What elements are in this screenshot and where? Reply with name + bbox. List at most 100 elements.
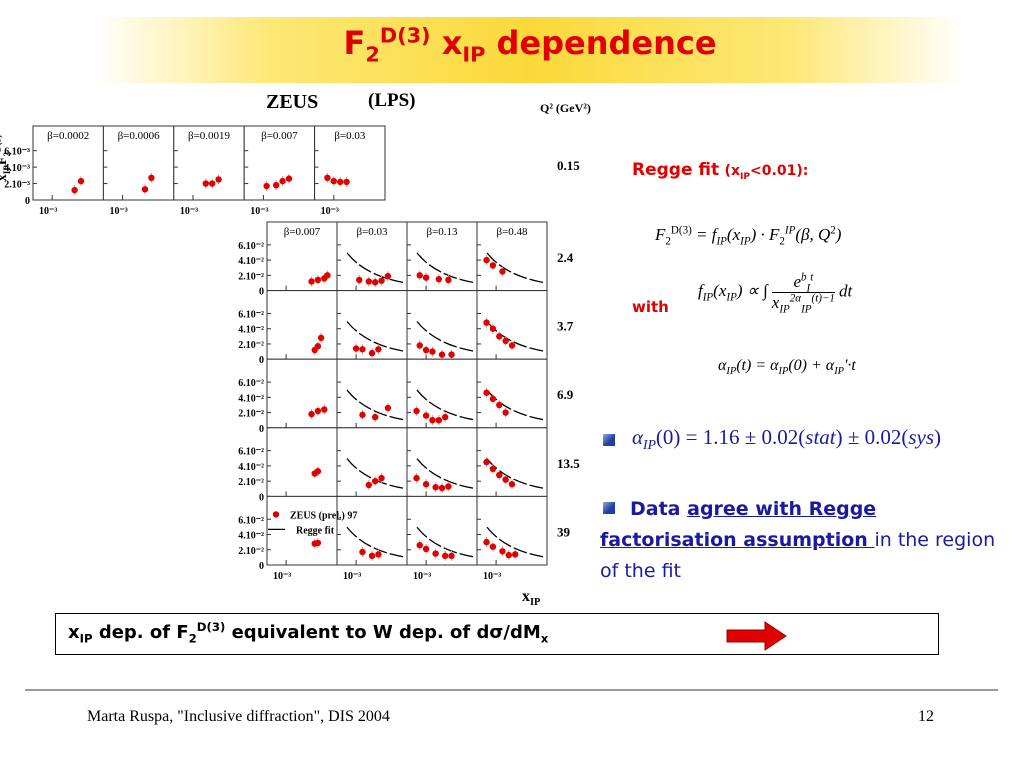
formula-part: 2	[365, 42, 380, 67]
fit-curve	[416, 252, 474, 284]
beta-label: β=0.007	[284, 226, 321, 238]
data-point	[371, 477, 379, 485]
y-tick-label: 4.10⁻³	[4, 163, 30, 174]
y-tick-label: 6.10⁻²	[238, 378, 264, 389]
formula-part: IP	[726, 366, 737, 378]
data-point	[438, 351, 446, 358]
formula-part: e	[793, 272, 801, 291]
formula-part: α	[718, 357, 727, 374]
data-point	[489, 543, 497, 550]
formula-part: '·t	[844, 357, 856, 374]
with-label: with	[632, 298, 669, 316]
formula-part: stat	[805, 425, 836, 449]
formula-part: F	[655, 225, 666, 244]
formula-part: 2	[1, 151, 12, 157]
data-point	[314, 539, 322, 547]
data-point	[378, 474, 385, 482]
data-point	[502, 409, 509, 416]
formula-part: )	[934, 425, 942, 449]
y-tick-label: 0	[259, 492, 264, 503]
formula-part: 2α	[789, 292, 802, 305]
data-point	[324, 272, 331, 279]
formula-part: α	[632, 425, 644, 449]
data-point	[508, 481, 516, 488]
y-axis-title: xIPF2D(3)	[0, 134, 12, 181]
panel	[406, 290, 478, 360]
formula-part: D(3)	[0, 134, 3, 152]
fraction: ebIt xIP2αIP(t)−1	[771, 271, 835, 315]
data-point	[416, 272, 423, 279]
data-point	[375, 551, 382, 558]
formula-part: t	[810, 271, 814, 284]
formula-part: (t)−1	[811, 292, 835, 305]
data-point	[375, 346, 382, 353]
data-point	[359, 346, 366, 353]
q2-label: 0.15	[557, 158, 580, 173]
y-tick-label: 4.10⁻²	[238, 393, 264, 404]
data-point	[489, 395, 497, 403]
conclusion-start: Data	[630, 498, 688, 520]
data-point	[489, 262, 497, 269]
formula-part: IP	[739, 171, 751, 182]
x-tick-label: 10⁻³	[39, 206, 57, 217]
beta-label: β=0.0002	[47, 130, 89, 142]
data-point	[359, 548, 366, 556]
formula-part: F	[343, 24, 366, 62]
data-point	[285, 175, 293, 182]
formula-part: 2	[665, 235, 671, 248]
data-point	[314, 407, 322, 415]
data-point	[422, 274, 430, 281]
data-point	[352, 345, 360, 352]
y-tick-label: 2.10⁻³	[4, 180, 30, 191]
beta-label: β=0.0019	[188, 130, 231, 142]
data-point	[279, 177, 286, 185]
data-point	[416, 541, 423, 549]
panel	[336, 358, 408, 429]
data-point	[365, 481, 373, 489]
formula-part: (x	[726, 225, 741, 244]
panel	[476, 495, 548, 566]
formula-part: (β, Q	[795, 225, 831, 244]
data-point	[413, 407, 420, 415]
data-point	[371, 413, 379, 421]
data-point	[413, 474, 420, 482]
fit-curve	[346, 526, 404, 558]
formula-part: IP	[784, 224, 796, 237]
data-point	[308, 410, 315, 418]
formula-part: ) · F	[750, 225, 780, 244]
panel	[266, 495, 338, 566]
fit-curve	[416, 321, 474, 352]
y-tick-label: 4.10⁻²	[238, 256, 264, 267]
data-point	[483, 538, 490, 546]
data-point	[429, 416, 436, 424]
beta-label: β=0.007	[261, 130, 298, 142]
y-tick-label: 0	[259, 355, 264, 366]
y-tick-label: 6.10⁻²	[238, 515, 264, 526]
y-tick-label: 6.10⁻²	[238, 309, 264, 320]
y-tick-label: 2.10⁻²	[238, 477, 264, 488]
formula-part: x	[68, 622, 80, 643]
formula-part: IP	[1, 165, 12, 175]
formula-part: equivalent to W dep. of dσ/dM	[225, 622, 541, 643]
tail: dt	[839, 281, 852, 300]
formula-part: b	[801, 271, 807, 284]
panel	[173, 125, 245, 201]
experiment-label: ZEUS	[266, 91, 318, 113]
formula-part: dt	[838, 281, 853, 301]
data-point	[416, 342, 423, 349]
data-point	[368, 349, 376, 357]
formula-part: 2	[779, 235, 785, 248]
q2-label: 3.7	[557, 319, 574, 334]
panel	[406, 495, 478, 566]
data-point	[71, 186, 78, 194]
data-point	[378, 277, 385, 284]
formula-part: (0) = 1.16 ± 0.02(	[655, 425, 806, 449]
footer-text: Marta Ruspa, "Inclusive diffraction", DI…	[87, 708, 390, 725]
data-point	[441, 413, 449, 421]
x-tick-label: 10⁻³	[250, 206, 268, 217]
panel	[266, 427, 338, 497]
fit-curve	[416, 389, 474, 421]
data-point	[141, 186, 149, 193]
beta-label: β=0.03	[334, 130, 366, 142]
